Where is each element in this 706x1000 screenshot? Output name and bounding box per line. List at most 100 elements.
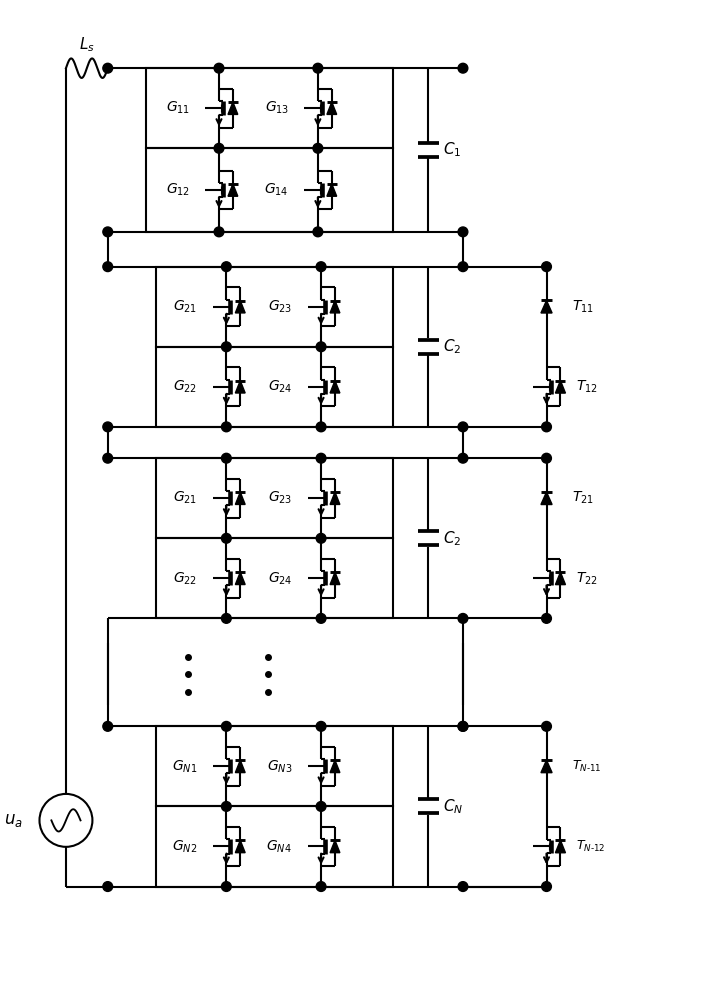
Polygon shape	[330, 301, 340, 313]
Circle shape	[222, 882, 232, 891]
Bar	[157, 806, 393, 887]
Circle shape	[222, 533, 232, 543]
Bar	[146, 148, 393, 232]
Circle shape	[316, 422, 326, 432]
Circle shape	[458, 227, 468, 237]
Polygon shape	[235, 840, 245, 853]
Circle shape	[542, 721, 551, 731]
Text: $T_{12}$: $T_{12}$	[577, 379, 599, 395]
Circle shape	[316, 802, 326, 811]
Circle shape	[458, 262, 468, 272]
Circle shape	[542, 614, 551, 623]
Text: $G_{21}$: $G_{21}$	[173, 490, 198, 506]
Circle shape	[103, 63, 113, 73]
Circle shape	[542, 422, 551, 432]
Circle shape	[316, 882, 326, 891]
Bar	[157, 347, 393, 427]
Text: $G_{24}$: $G_{24}$	[268, 379, 292, 395]
Circle shape	[458, 721, 468, 731]
Text: $G_{22}$: $G_{22}$	[173, 379, 198, 395]
Text: $C_1$: $C_1$	[443, 141, 462, 159]
Circle shape	[222, 721, 232, 731]
Circle shape	[458, 63, 468, 73]
Text: $G_{22}$: $G_{22}$	[173, 570, 198, 587]
Polygon shape	[228, 102, 238, 114]
Text: $L_s$: $L_s$	[79, 36, 95, 54]
Text: $G_{N1}$: $G_{N1}$	[172, 758, 198, 775]
Circle shape	[316, 533, 326, 543]
Circle shape	[313, 227, 323, 237]
Circle shape	[103, 882, 113, 891]
Circle shape	[316, 262, 326, 272]
Circle shape	[313, 63, 323, 73]
Polygon shape	[228, 184, 238, 196]
Text: $C_2$: $C_2$	[443, 337, 462, 356]
Circle shape	[542, 262, 551, 272]
Circle shape	[103, 262, 113, 272]
Polygon shape	[330, 492, 340, 504]
Circle shape	[458, 721, 468, 731]
Circle shape	[222, 802, 232, 811]
Circle shape	[103, 453, 113, 463]
Polygon shape	[330, 572, 340, 585]
Polygon shape	[327, 102, 337, 114]
Text: $G_{24}$: $G_{24}$	[268, 570, 292, 587]
Circle shape	[222, 342, 232, 352]
Polygon shape	[541, 300, 552, 313]
Polygon shape	[556, 840, 566, 853]
Bar	[157, 538, 393, 618]
Circle shape	[316, 342, 326, 352]
Text: $G_{14}$: $G_{14}$	[265, 182, 289, 198]
Circle shape	[222, 453, 232, 463]
Bar	[157, 267, 393, 347]
Text: $C_N$: $C_N$	[443, 797, 464, 816]
Circle shape	[214, 227, 224, 237]
Text: $T_{11}$: $T_{11}$	[573, 299, 594, 315]
Text: $T_{22}$: $T_{22}$	[577, 570, 599, 587]
Circle shape	[313, 143, 323, 153]
Circle shape	[214, 63, 224, 73]
Circle shape	[458, 453, 468, 463]
Circle shape	[214, 143, 224, 153]
Polygon shape	[327, 184, 337, 196]
Polygon shape	[235, 301, 245, 313]
Polygon shape	[541, 492, 552, 505]
Circle shape	[103, 721, 113, 731]
Text: $G_{21}$: $G_{21}$	[173, 299, 198, 315]
Text: $u_a$: $u_a$	[4, 811, 23, 829]
Text: $G_{N3}$: $G_{N3}$	[267, 758, 292, 775]
Text: $G_{N2}$: $G_{N2}$	[172, 838, 198, 855]
Polygon shape	[330, 760, 340, 773]
Circle shape	[458, 422, 468, 432]
Circle shape	[542, 453, 551, 463]
Circle shape	[542, 882, 551, 891]
Text: $G_{23}$: $G_{23}$	[268, 299, 292, 315]
Polygon shape	[235, 381, 245, 393]
Text: $T_{N\text{-}11}$: $T_{N\text{-}11}$	[573, 759, 602, 774]
Bar	[157, 726, 393, 806]
Text: $T_{21}$: $T_{21}$	[573, 490, 594, 506]
Circle shape	[316, 453, 326, 463]
Circle shape	[316, 614, 326, 623]
Circle shape	[316, 721, 326, 731]
Polygon shape	[541, 760, 552, 773]
Polygon shape	[235, 572, 245, 585]
Text: $T_{N\text{-}12}$: $T_{N\text{-}12}$	[577, 839, 606, 854]
Polygon shape	[556, 381, 566, 393]
Circle shape	[458, 614, 468, 623]
Polygon shape	[330, 840, 340, 853]
Text: $G_{11}$: $G_{11}$	[166, 100, 190, 116]
Text: $G_{N4}$: $G_{N4}$	[266, 838, 292, 855]
Circle shape	[222, 422, 232, 432]
Text: $C_2$: $C_2$	[443, 529, 462, 548]
Circle shape	[103, 422, 113, 432]
Circle shape	[222, 262, 232, 272]
Bar	[146, 68, 393, 148]
Text: $G_{23}$: $G_{23}$	[268, 490, 292, 506]
Polygon shape	[235, 492, 245, 504]
Text: $G_{12}$: $G_{12}$	[166, 182, 190, 198]
Bar	[157, 458, 393, 538]
Polygon shape	[235, 760, 245, 773]
Circle shape	[103, 227, 113, 237]
Circle shape	[222, 614, 232, 623]
